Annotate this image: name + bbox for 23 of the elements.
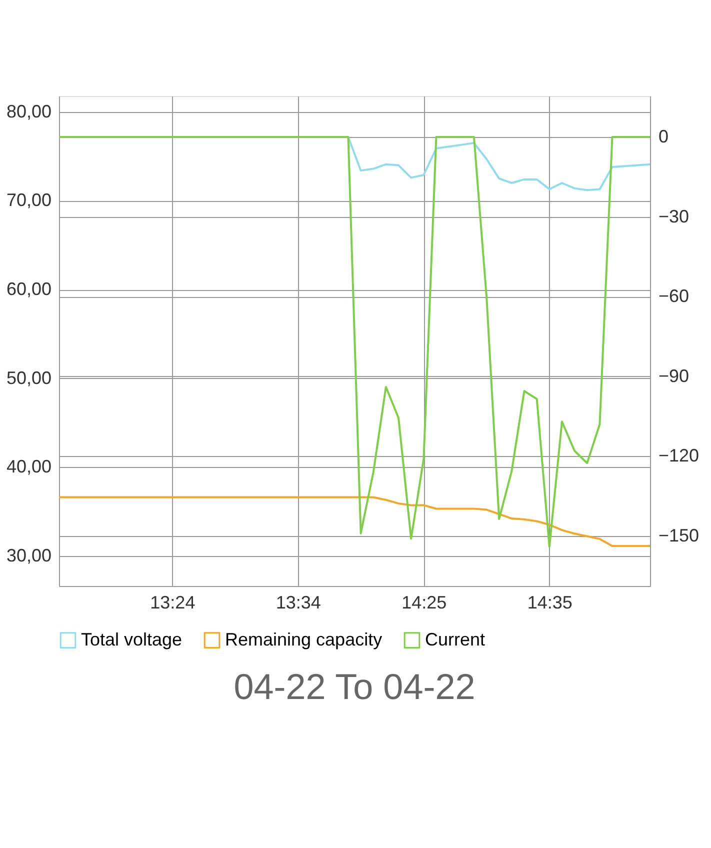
legend-label: Total voltage — [81, 629, 182, 650]
legend-label: Remaining capacity — [225, 629, 382, 650]
y-tick-label: 80,00 — [6, 101, 52, 122]
y2-tick-label: −150 — [658, 525, 700, 546]
y-tick-label: 70,00 — [6, 190, 52, 210]
line-series — [58, 136, 651, 548]
y2-tick-label: −60 — [658, 286, 690, 306]
legend-label: Current — [425, 629, 486, 650]
x-tick-label: 13:34 — [276, 592, 321, 612]
x-tick-label: 14:35 — [527, 592, 572, 612]
y2-tick-label: −120 — [658, 446, 700, 466]
x-tick-label: 14:25 — [402, 592, 447, 612]
line-series — [58, 496, 651, 548]
y2-tick-label: 0 — [658, 126, 669, 146]
y-tick-label: 60,00 — [6, 279, 52, 300]
y-tick-label: 50,00 — [6, 368, 52, 388]
y2-tick-label: −30 — [658, 206, 690, 226]
y-tick-label: 40,00 — [6, 456, 52, 477]
y-tick-label: 30,00 — [6, 545, 52, 566]
x-tick-label: 13:24 — [150, 592, 196, 612]
line-series — [347, 136, 651, 192]
y2-tick-label: −90 — [658, 366, 690, 386]
text: 04-22 To 04-22 — [234, 666, 476, 707]
